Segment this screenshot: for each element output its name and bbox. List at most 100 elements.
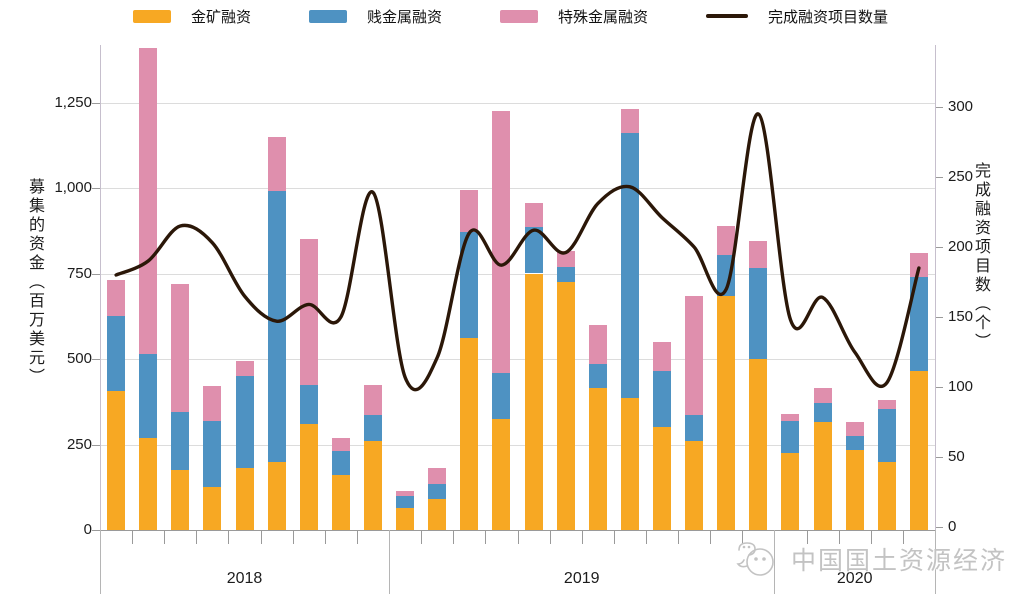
right-axis-tick bbox=[935, 247, 943, 248]
month-tick bbox=[742, 530, 744, 544]
left-axis-tick bbox=[92, 359, 100, 360]
month-tick bbox=[645, 530, 647, 544]
bar-14-segment-特殊金属融资 bbox=[524, 203, 543, 228]
month-tick bbox=[228, 530, 230, 544]
bar-11-segment-贱金属融资 bbox=[428, 483, 447, 500]
bar-23-segment-特殊金属融资 bbox=[813, 388, 832, 404]
legend-color-swatch bbox=[132, 9, 171, 23]
right-axis-tick bbox=[935, 177, 943, 178]
bar-18-segment-特殊金属融资 bbox=[653, 341, 672, 371]
left-axis-tick-label: 1,250 bbox=[54, 93, 92, 111]
right-axis-tick-label: 50 bbox=[948, 448, 965, 465]
bar-23-segment-金矿融资 bbox=[813, 422, 832, 530]
bar-7-segment-金矿融资 bbox=[299, 423, 318, 530]
month-tick bbox=[485, 530, 487, 544]
bar-5-segment-特殊金属融资 bbox=[235, 360, 254, 377]
left-axis-title: 募集的资金（百万美元） bbox=[26, 178, 43, 387]
bar-3-segment-特殊金属融资 bbox=[171, 283, 190, 412]
legend-label: 贱金属融资 bbox=[366, 8, 442, 26]
bar-2-segment-金矿融资 bbox=[139, 437, 158, 530]
bar-25-segment-特殊金属融资 bbox=[877, 400, 896, 409]
right-axis-tick bbox=[935, 107, 943, 108]
year-label-2019: 2019 bbox=[563, 570, 600, 587]
bar-7-segment-贱金属融资 bbox=[299, 384, 318, 424]
legend-label: 完成融资项目数量 bbox=[768, 8, 889, 26]
right-axis-tick-label: 100 bbox=[948, 378, 974, 395]
legend-line-swatch bbox=[706, 14, 749, 18]
bar-15-segment-贱金属融资 bbox=[556, 266, 575, 283]
legend-color-swatch bbox=[500, 9, 538, 23]
bar-18-segment-贱金属融资 bbox=[653, 370, 672, 428]
bar-24-segment-金矿融资 bbox=[845, 449, 864, 530]
bar-11-segment-特殊金属融资 bbox=[428, 468, 447, 484]
bar-10-segment-特殊金属融资 bbox=[396, 490, 415, 496]
bar-20-segment-金矿融资 bbox=[717, 295, 736, 530]
bar-13-segment-特殊金属融资 bbox=[492, 111, 511, 373]
bar-6-segment-金矿融资 bbox=[267, 461, 286, 530]
bar-23-segment-贱金属融资 bbox=[813, 403, 832, 423]
bar-1-segment-贱金属融资 bbox=[107, 316, 126, 392]
month-tick bbox=[132, 530, 134, 544]
right-axis-tick bbox=[935, 527, 943, 528]
year-divider bbox=[935, 530, 936, 594]
month-tick bbox=[806, 530, 808, 544]
bar-16-segment-特殊金属融资 bbox=[588, 324, 607, 365]
bar-7-segment-特殊金属融资 bbox=[299, 239, 318, 385]
month-tick bbox=[324, 530, 326, 544]
legend-label: 特殊金属融资 bbox=[558, 8, 649, 26]
bar-6-segment-贱金属融资 bbox=[267, 191, 286, 462]
right-axis-tick-label: 150 bbox=[948, 308, 974, 325]
bar-17-segment-特殊金属融资 bbox=[620, 109, 639, 134]
bar-19-segment-金矿融资 bbox=[685, 441, 704, 530]
bar-10-segment-金矿融资 bbox=[396, 507, 415, 530]
right-axis-tick-label: 300 bbox=[948, 98, 974, 115]
left-axis-tick-label: 0 bbox=[83, 521, 92, 538]
bar-16-segment-金矿融资 bbox=[588, 388, 607, 530]
month-tick bbox=[164, 530, 166, 544]
month-tick bbox=[581, 530, 583, 544]
month-tick bbox=[838, 530, 840, 544]
bar-25-segment-贱金属融资 bbox=[877, 408, 896, 462]
bar-24-segment-特殊金属融资 bbox=[845, 422, 864, 436]
right-axis-title: 完成融资项目数（个） bbox=[972, 162, 989, 352]
left-axis-tick bbox=[92, 530, 100, 531]
bar-12-segment-金矿融资 bbox=[460, 338, 479, 530]
bar-1-segment-金矿融资 bbox=[107, 391, 126, 530]
bar-2-segment-贱金属融资 bbox=[139, 353, 158, 438]
left-axis-tick-label: 1,000 bbox=[54, 179, 92, 196]
bar-19-segment-特殊金属融资 bbox=[685, 295, 704, 416]
gridline-250 bbox=[100, 444, 935, 446]
month-tick bbox=[517, 530, 519, 544]
gridline-750 bbox=[100, 273, 935, 275]
month-tick bbox=[678, 530, 680, 544]
legend-label: 金矿融资 bbox=[190, 8, 251, 26]
bar-1-segment-特殊金属融资 bbox=[107, 280, 126, 317]
bar-4-segment-贱金属融资 bbox=[203, 420, 222, 488]
month-tick bbox=[870, 530, 872, 544]
left-axis-line bbox=[100, 45, 101, 530]
month-tick bbox=[356, 530, 358, 544]
legend-color-swatch bbox=[308, 9, 347, 23]
bar-26-segment-贱金属融资 bbox=[909, 276, 928, 371]
bar-20-segment-贱金属融资 bbox=[717, 254, 736, 296]
bar-4-segment-特殊金属融资 bbox=[203, 386, 222, 421]
bar-21-segment-金矿融资 bbox=[749, 359, 768, 530]
year-label-2018: 2018 bbox=[226, 570, 263, 587]
watermark: 中国国土资源经济 bbox=[733, 538, 1007, 580]
bar-14-segment-贱金属融资 bbox=[524, 227, 543, 274]
month-tick bbox=[902, 530, 904, 544]
watermark-logo bbox=[736, 542, 774, 576]
right-axis-tick bbox=[935, 317, 943, 318]
left-axis-tick bbox=[92, 273, 100, 275]
left-axis-tick bbox=[92, 188, 100, 189]
bar-4-segment-金矿融资 bbox=[203, 487, 222, 530]
bar-18-segment-金矿融资 bbox=[653, 427, 672, 530]
bar-5-segment-金矿融资 bbox=[235, 468, 254, 530]
bar-15-segment-金矿融资 bbox=[556, 282, 575, 530]
bar-15-segment-特殊金属融资 bbox=[556, 251, 575, 267]
bar-13-segment-金矿融资 bbox=[492, 418, 511, 530]
bar-17-segment-贱金属融资 bbox=[620, 133, 639, 399]
bar-12-segment-特殊金属融资 bbox=[460, 189, 479, 233]
legend: 金矿融资 贱金属融资 特殊金属融资 完成融资项目数量 bbox=[0, 2, 1021, 30]
left-axis-tick bbox=[92, 444, 100, 446]
